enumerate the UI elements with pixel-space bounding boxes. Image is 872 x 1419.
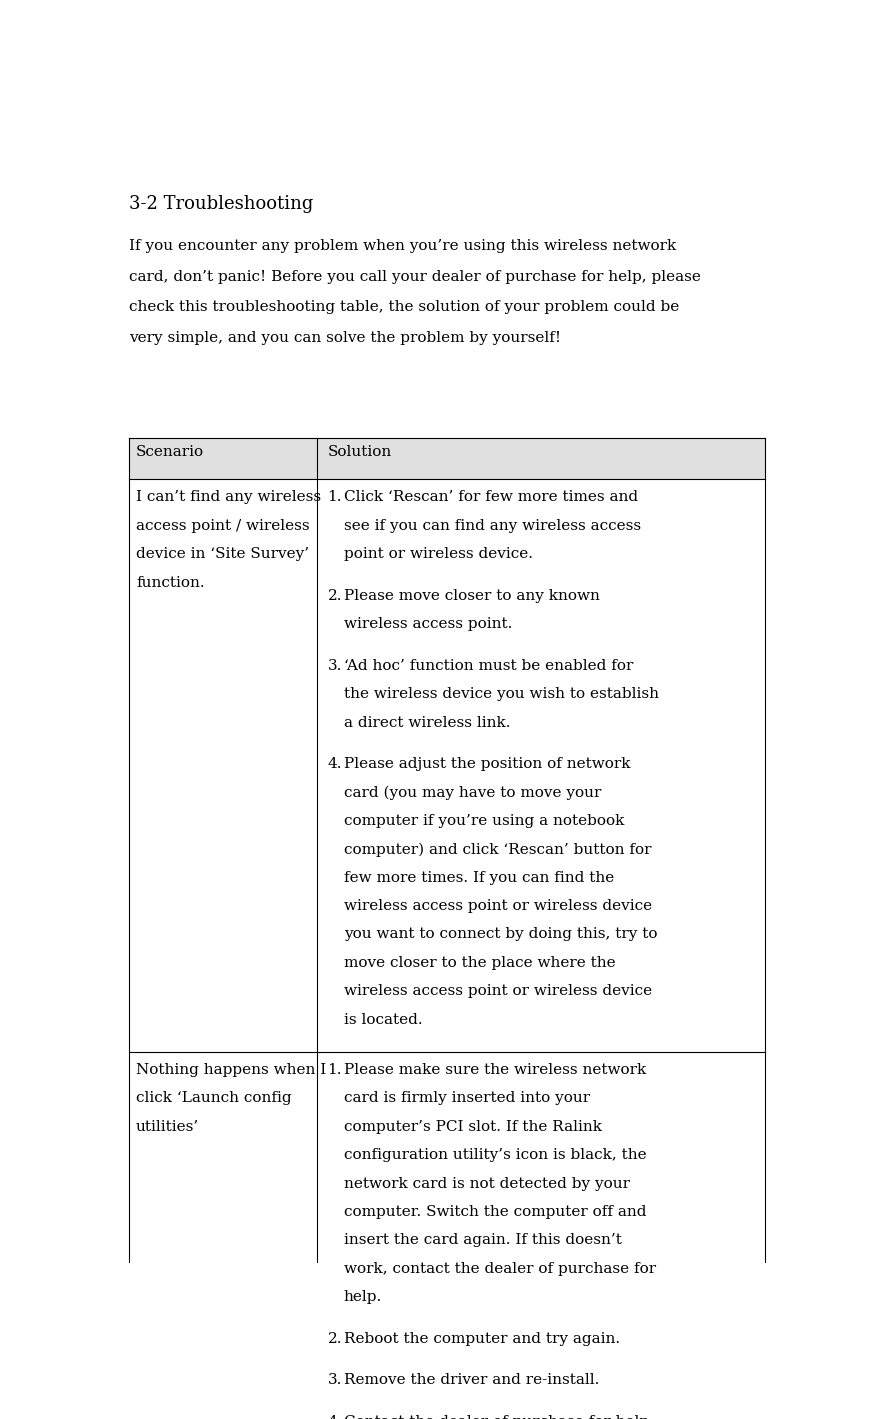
- Text: 2.: 2.: [328, 1332, 342, 1345]
- Text: configuration utility’s icon is black, the: configuration utility’s icon is black, t…: [344, 1148, 646, 1162]
- Text: If you encounter any problem when you’re using this wireless network: If you encounter any problem when you’re…: [129, 240, 677, 253]
- Text: is located.: is located.: [344, 1013, 422, 1027]
- Text: wireless access point or wireless device: wireless access point or wireless device: [344, 900, 652, 912]
- Text: access point / wireless: access point / wireless: [136, 519, 310, 532]
- Text: insert the card again. If this doesn’t: insert the card again. If this doesn’t: [344, 1233, 622, 1247]
- Text: check this troubleshooting table, the solution of your problem could be: check this troubleshooting table, the so…: [129, 301, 679, 314]
- Text: computer if you’re using a notebook: computer if you’re using a notebook: [344, 815, 624, 827]
- Text: 1.: 1.: [328, 1063, 342, 1077]
- Text: card, don’t panic! Before you call your dealer of purchase for help, please: card, don’t panic! Before you call your …: [129, 270, 701, 284]
- Text: help.: help.: [344, 1290, 382, 1304]
- Text: Please move closer to any known: Please move closer to any known: [344, 589, 600, 603]
- Text: card is firmly inserted into your: card is firmly inserted into your: [344, 1091, 589, 1105]
- Text: Solution: Solution: [328, 444, 392, 458]
- Text: Remove the driver and re-install.: Remove the driver and re-install.: [344, 1374, 599, 1388]
- Text: 3-2 Troubleshooting: 3-2 Troubleshooting: [129, 196, 314, 213]
- Bar: [129, 438, 765, 480]
- Text: Reboot the computer and try again.: Reboot the computer and try again.: [344, 1332, 620, 1345]
- Text: network card is not detected by your: network card is not detected by your: [344, 1176, 630, 1191]
- Text: Scenario: Scenario: [136, 444, 204, 458]
- Text: 4.: 4.: [328, 756, 342, 771]
- Text: Nothing happens when I: Nothing happens when I: [136, 1063, 326, 1077]
- Text: 3.: 3.: [328, 1374, 342, 1388]
- Text: 4.: 4.: [328, 1415, 342, 1419]
- Text: very simple, and you can solve the problem by yourself!: very simple, and you can solve the probl…: [129, 331, 562, 345]
- Text: work, contact the dealer of purchase for: work, contact the dealer of purchase for: [344, 1261, 656, 1276]
- Text: move closer to the place where the: move closer to the place where the: [344, 956, 616, 969]
- Text: 1.: 1.: [328, 491, 342, 504]
- Text: you want to connect by doing this, try to: you want to connect by doing this, try t…: [344, 928, 657, 941]
- Text: Please make sure the wireless network: Please make sure the wireless network: [344, 1063, 646, 1077]
- Text: the wireless device you wish to establish: the wireless device you wish to establis…: [344, 687, 658, 701]
- Text: wireless access point.: wireless access point.: [344, 617, 512, 631]
- Text: Contact the dealer of purchase for help.: Contact the dealer of purchase for help.: [344, 1415, 654, 1419]
- Text: computer. Switch the computer off and: computer. Switch the computer off and: [344, 1205, 646, 1219]
- Text: 2.: 2.: [328, 589, 342, 603]
- Text: Please adjust the position of network: Please adjust the position of network: [344, 756, 630, 771]
- Text: function.: function.: [136, 576, 205, 590]
- Text: card (you may have to move your: card (you may have to move your: [344, 786, 601, 800]
- Text: I can’t find any wireless: I can’t find any wireless: [136, 491, 321, 504]
- Text: wireless access point or wireless device: wireless access point or wireless device: [344, 985, 652, 999]
- Text: see if you can find any wireless access: see if you can find any wireless access: [344, 519, 641, 532]
- Text: ‘Ad hoc’ function must be enabled for: ‘Ad hoc’ function must be enabled for: [344, 658, 633, 673]
- Text: Click ‘Rescan’ for few more times and: Click ‘Rescan’ for few more times and: [344, 491, 637, 504]
- Text: a direct wireless link.: a direct wireless link.: [344, 715, 510, 729]
- Text: 3.: 3.: [328, 658, 342, 673]
- Text: computer) and click ‘Rescan’ button for: computer) and click ‘Rescan’ button for: [344, 843, 651, 857]
- Text: point or wireless device.: point or wireless device.: [344, 548, 533, 562]
- Text: few more times. If you can find the: few more times. If you can find the: [344, 871, 614, 884]
- Text: click ‘Launch config: click ‘Launch config: [136, 1091, 291, 1105]
- Text: utilities’: utilities’: [136, 1120, 200, 1134]
- Text: computer’s PCI slot. If the Ralink: computer’s PCI slot. If the Ralink: [344, 1120, 602, 1134]
- Text: device in ‘Site Survey’: device in ‘Site Survey’: [136, 548, 310, 562]
